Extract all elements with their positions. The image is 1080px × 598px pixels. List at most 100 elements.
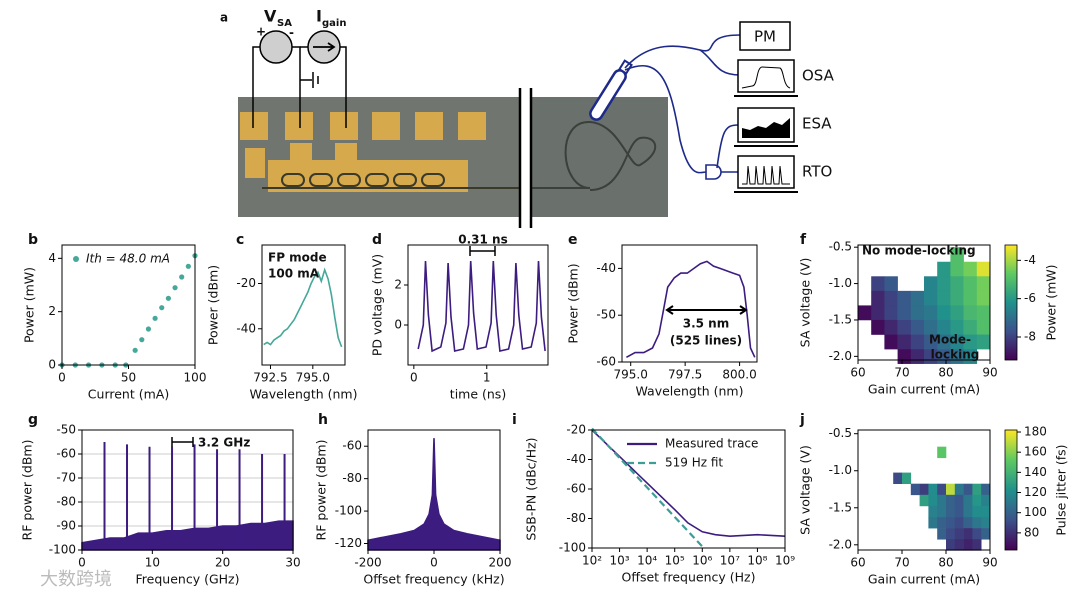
arrow bbox=[665, 305, 748, 315]
cell bbox=[954, 517, 964, 529]
colorbar-tick-label: -8 bbox=[1024, 330, 1036, 344]
panel-label: j bbox=[799, 412, 805, 428]
voltage-source bbox=[259, 30, 293, 64]
point bbox=[145, 326, 152, 332]
x-tick-label: 10 bbox=[145, 556, 160, 570]
cell bbox=[954, 539, 964, 551]
point bbox=[152, 315, 158, 321]
y-tick-label: -2.0 bbox=[829, 349, 852, 363]
y-tick-label: -1.0 bbox=[829, 463, 852, 477]
cell bbox=[937, 305, 951, 321]
cell bbox=[928, 517, 938, 529]
x-tick-label: 10² bbox=[582, 554, 602, 568]
y-tick-label: -80 bbox=[566, 511, 586, 525]
y-tick-label: -60 bbox=[342, 439, 362, 453]
setup-diagram: a + - V SA I gain PM bbox=[220, 7, 835, 228]
cell bbox=[910, 483, 920, 496]
cell bbox=[950, 290, 964, 306]
x-tick-label: 50 bbox=[121, 371, 136, 385]
y-tick-label: -1.5 bbox=[829, 500, 852, 514]
y-tick-label: -80 bbox=[342, 471, 362, 485]
x-tick-label: 0 bbox=[430, 556, 438, 570]
cell bbox=[981, 517, 991, 529]
point bbox=[165, 295, 171, 301]
cell bbox=[871, 276, 885, 292]
x-tick-label: 80 bbox=[938, 366, 953, 380]
cell bbox=[954, 528, 964, 540]
cell bbox=[981, 483, 991, 496]
cell bbox=[928, 494, 938, 507]
x-tick-label: 0 bbox=[78, 556, 86, 570]
cell bbox=[950, 247, 964, 263]
y-tick-label: -50 bbox=[56, 423, 76, 437]
panel-label: i bbox=[512, 412, 517, 428]
cell bbox=[976, 290, 991, 306]
x-tick-label: 90 bbox=[982, 366, 997, 380]
cell bbox=[954, 483, 964, 496]
x-tick-label: 792.5 bbox=[253, 371, 287, 385]
cell bbox=[910, 290, 925, 306]
x-axis-label: Wavelength (nm) bbox=[636, 384, 744, 399]
x-tick-label: 10⁷ bbox=[720, 554, 740, 568]
cell bbox=[937, 319, 951, 335]
colorbar-label: Pulse jitter (fs) bbox=[1054, 444, 1069, 535]
legend-label: Measured trace bbox=[665, 437, 758, 451]
x-tick-label: 90 bbox=[982, 556, 997, 570]
cell bbox=[902, 472, 912, 485]
y-tick-label: -100 bbox=[335, 504, 362, 518]
colorbar bbox=[1004, 429, 1018, 551]
cell bbox=[937, 528, 947, 540]
cell bbox=[946, 505, 956, 518]
cell bbox=[893, 472, 903, 485]
cell bbox=[963, 261, 978, 277]
x-tick-label: 797.5 bbox=[668, 368, 702, 382]
cell bbox=[946, 528, 956, 540]
instrument-label: RTO bbox=[802, 163, 832, 181]
cell bbox=[981, 494, 991, 507]
y-tick-label: -20 bbox=[236, 276, 256, 290]
cell bbox=[963, 505, 973, 518]
line bbox=[591, 429, 786, 538]
y-tick-label: -0.5 bbox=[829, 426, 852, 440]
cell bbox=[884, 305, 898, 321]
cell bbox=[972, 494, 982, 507]
panel-label: b bbox=[28, 232, 38, 248]
cell bbox=[937, 261, 951, 277]
panel-label: e bbox=[568, 232, 578, 248]
cell bbox=[981, 505, 991, 518]
annotation: 3.2 GHz bbox=[198, 436, 250, 450]
cell bbox=[937, 483, 947, 496]
x-axis-label: Wavelength (nm) bbox=[250, 387, 358, 402]
colorbar-label: Power (mW) bbox=[1044, 264, 1059, 340]
x-tick-label: 10⁶ bbox=[692, 554, 712, 568]
legend-label: Ith = 48.0 mA bbox=[86, 252, 170, 266]
cell bbox=[963, 528, 973, 540]
colorbar-tick-label: 120 bbox=[1024, 485, 1047, 499]
cell bbox=[871, 319, 885, 335]
y-axis-label: Power (dBm) bbox=[566, 263, 581, 343]
cell bbox=[884, 276, 898, 292]
x-tick-label: 10⁸ bbox=[747, 554, 767, 568]
x-tick-label: 100 bbox=[184, 371, 207, 385]
cell bbox=[910, 305, 925, 321]
point bbox=[185, 263, 191, 269]
annotation: 100 mA bbox=[268, 267, 320, 281]
x-tick-label: 70 bbox=[894, 366, 909, 380]
panel-label: g bbox=[28, 412, 38, 428]
plus: + bbox=[256, 25, 266, 39]
cell bbox=[954, 505, 964, 518]
cell bbox=[976, 276, 991, 292]
y-tick-label: -70 bbox=[56, 471, 76, 485]
cell bbox=[963, 319, 978, 335]
y-tick-label: 2 bbox=[48, 304, 56, 318]
i-sub: gain bbox=[322, 18, 346, 29]
annotation: FP mode bbox=[268, 251, 327, 265]
cell bbox=[963, 290, 978, 306]
cell bbox=[981, 528, 991, 540]
v-sub: SA bbox=[277, 18, 292, 29]
cell bbox=[963, 334, 978, 350]
x-tick-label: 20 bbox=[215, 556, 230, 570]
cell bbox=[897, 319, 912, 335]
cell bbox=[910, 334, 925, 350]
annotation: locking bbox=[931, 348, 980, 362]
